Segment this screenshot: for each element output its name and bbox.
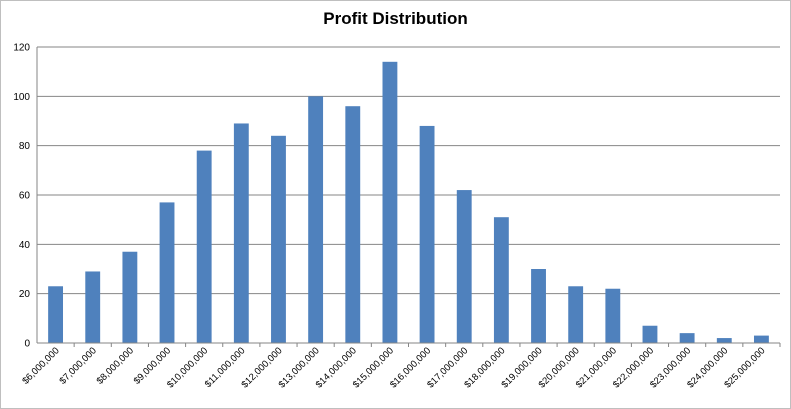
y-tick-label: 80: [19, 141, 31, 152]
bar-17000000: [456, 190, 472, 343]
x-tick-label: $8,000,000: [95, 345, 136, 386]
gridlines: [37, 46, 780, 295]
bar-22000000: [642, 325, 658, 343]
bar-20000000: [568, 286, 584, 343]
bar-7000000: [85, 271, 101, 343]
bar-9000000: [159, 202, 175, 343]
bar-21000000: [605, 288, 621, 343]
bar-14000000: [345, 106, 361, 343]
y-tick-label: 20: [19, 289, 31, 300]
x-tick-label: $6,000,000: [20, 345, 61, 386]
x-tick-labels: $6,000,000$7,000,000$8,000,000$9,000,000…: [20, 345, 767, 390]
chart-title: Profit Distribution: [323, 9, 468, 28]
y-tick-label: 0: [24, 339, 30, 350]
bar-6000000: [48, 286, 64, 343]
y-tick-label: 120: [13, 43, 30, 54]
bar-25000000: [753, 335, 769, 343]
bar-13000000: [308, 96, 324, 343]
y-tick-label: 60: [19, 191, 31, 202]
bar-8000000: [122, 251, 138, 343]
bar-18000000: [493, 217, 509, 343]
bar-10000000: [196, 150, 212, 343]
bars: [48, 61, 769, 344]
bar-19000000: [531, 269, 546, 343]
y-tick-labels: 0 20 40 60 80 100 120: [13, 43, 30, 350]
y-tick-label: 100: [13, 92, 30, 103]
bar-15000000: [382, 61, 398, 344]
bar-24000000: [716, 338, 732, 343]
y-tick-label: 40: [19, 240, 31, 251]
bar-23000000: [679, 333, 695, 343]
x-tick-label: $7,000,000: [57, 345, 98, 386]
axes: [36, 47, 781, 347]
bar-16000000: [419, 125, 435, 343]
bar-11000000: [233, 123, 249, 343]
bar-12000000: [271, 135, 286, 343]
